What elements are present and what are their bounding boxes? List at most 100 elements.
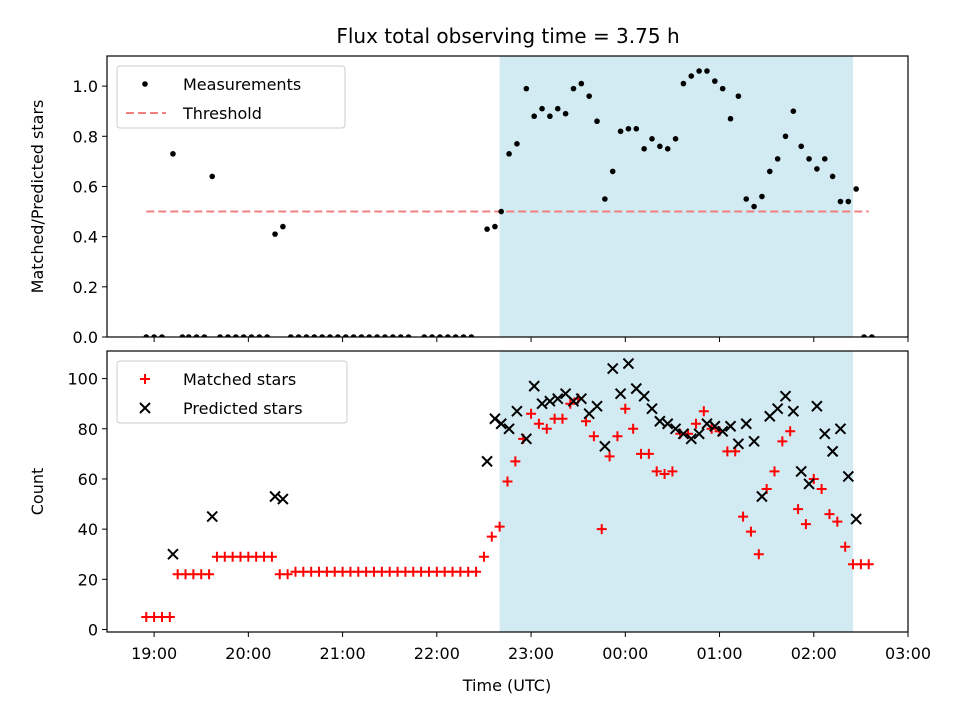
measurement-point — [484, 226, 490, 232]
measurement-point — [806, 156, 812, 162]
measurement-point — [531, 113, 537, 120]
matched-stars-point — [266, 551, 277, 562]
matched-stars-point — [840, 541, 851, 552]
series-matched-stars — [141, 393, 874, 622]
legend-predicted-swatch — [139, 402, 151, 414]
predicted-stars-point — [701, 418, 713, 430]
measurement-point — [193, 334, 200, 337]
matched-stars-point — [832, 516, 843, 527]
y-tick-label: 100 — [67, 370, 98, 389]
predicted-stars-point — [709, 420, 721, 432]
x-tick-label: 00:00 — [602, 644, 648, 663]
matched-stars-point — [785, 426, 796, 437]
measurement-point — [272, 231, 278, 237]
predicted-stars-point — [693, 428, 705, 440]
matched-stars-point — [793, 504, 804, 515]
matched-stars-point — [557, 413, 568, 424]
predicted-stars-point — [552, 392, 564, 405]
matched-stars-point — [164, 611, 175, 622]
legend-frame — [116, 360, 348, 424]
matched-stars-point — [204, 569, 215, 580]
predicted-stars-point — [771, 402, 784, 415]
y-tick-label: 40 — [78, 520, 98, 539]
bottom-axes-frame — [106, 350, 909, 633]
measurement-point — [625, 125, 632, 132]
measurement-point — [452, 334, 459, 337]
measurement-point — [429, 334, 435, 337]
y-tick-label: 0.0 — [73, 328, 98, 347]
predicted-stars-point — [614, 387, 627, 400]
measurement-point — [295, 334, 302, 337]
matched-stars-point — [738, 511, 749, 522]
predicted-stars-point — [669, 423, 682, 435]
legend-frame — [116, 65, 346, 129]
x-tick-label: 19:00 — [131, 644, 177, 663]
predicted-stars-point — [716, 425, 729, 437]
predicted-stars-point — [481, 455, 493, 468]
measurement-point — [719, 85, 726, 92]
predicted-stars-point — [599, 440, 611, 453]
predicted-stars-point — [834, 423, 847, 435]
matched-stars-point — [478, 551, 489, 562]
measurement-point — [696, 68, 702, 74]
legend-measurements-swatch — [142, 81, 148, 87]
matched-stars-point — [282, 569, 293, 580]
predicted-stars-point — [787, 405, 800, 417]
measurement-point — [586, 93, 592, 99]
measurement-point — [688, 73, 695, 79]
measurement-point — [751, 203, 757, 210]
matched-stars-point — [588, 431, 599, 442]
measurement-point — [837, 198, 844, 205]
measurement-point — [405, 334, 412, 337]
series-measurements — [143, 68, 875, 337]
x-tick-label: 23:00 — [508, 644, 554, 663]
measurement-point — [468, 334, 475, 337]
measurement-point — [374, 334, 380, 337]
measurement-point — [327, 334, 333, 337]
measurement-point — [649, 135, 655, 142]
matched-stars-point — [541, 423, 552, 434]
predicted-stars-point — [685, 433, 697, 445]
matched-stars-point — [526, 408, 537, 419]
top-plot-area — [143, 68, 875, 337]
predicted-stars-point — [842, 470, 855, 483]
predicted-stars-point — [622, 357, 635, 370]
y-tick-label: 20 — [78, 570, 98, 589]
measurement-point — [382, 334, 388, 337]
matched-stars-point — [667, 466, 678, 477]
y-tick-label: 0.6 — [73, 177, 98, 196]
measurement-point — [821, 156, 828, 162]
series-predicted-stars — [167, 357, 862, 560]
measurement-point — [185, 334, 192, 337]
measurement-point — [562, 110, 569, 117]
measurement-point — [151, 334, 157, 337]
predicted-stars-point — [795, 465, 807, 478]
measurement-point — [342, 334, 349, 337]
x-tick-label: 01:00 — [696, 644, 742, 663]
bottom-legend: Matched stars Predicted stars — [116, 360, 348, 424]
measurement-point — [397, 334, 404, 337]
matched-stars-point — [698, 406, 709, 417]
measurement-point — [735, 93, 742, 99]
measurement-point — [303, 334, 310, 337]
predicted-stars-point — [779, 390, 792, 402]
legend-label: Predicted stars — [183, 399, 303, 418]
matched-stars-point — [769, 466, 780, 477]
measurement-point — [845, 198, 852, 205]
predicted-stars-point — [511, 405, 523, 417]
measurement-point — [170, 151, 176, 157]
predicted-stars-point — [661, 418, 674, 430]
measurement-point — [727, 115, 734, 122]
top-legend: Measurements Threshold — [116, 65, 346, 129]
measurement-point — [609, 168, 616, 175]
predicted-stars-point — [646, 402, 658, 415]
predicted-stars-point — [536, 397, 548, 410]
predicted-stars-point — [748, 435, 760, 448]
predicted-stars-point — [591, 400, 603, 412]
predicted-stars-point — [167, 548, 179, 560]
y-tick-label: 0.4 — [73, 228, 98, 247]
bottom-y-axis-label: Count — [28, 468, 47, 516]
measurement-point — [514, 141, 520, 147]
matched-stars-point — [659, 468, 670, 479]
matched-stars-point — [643, 448, 654, 459]
